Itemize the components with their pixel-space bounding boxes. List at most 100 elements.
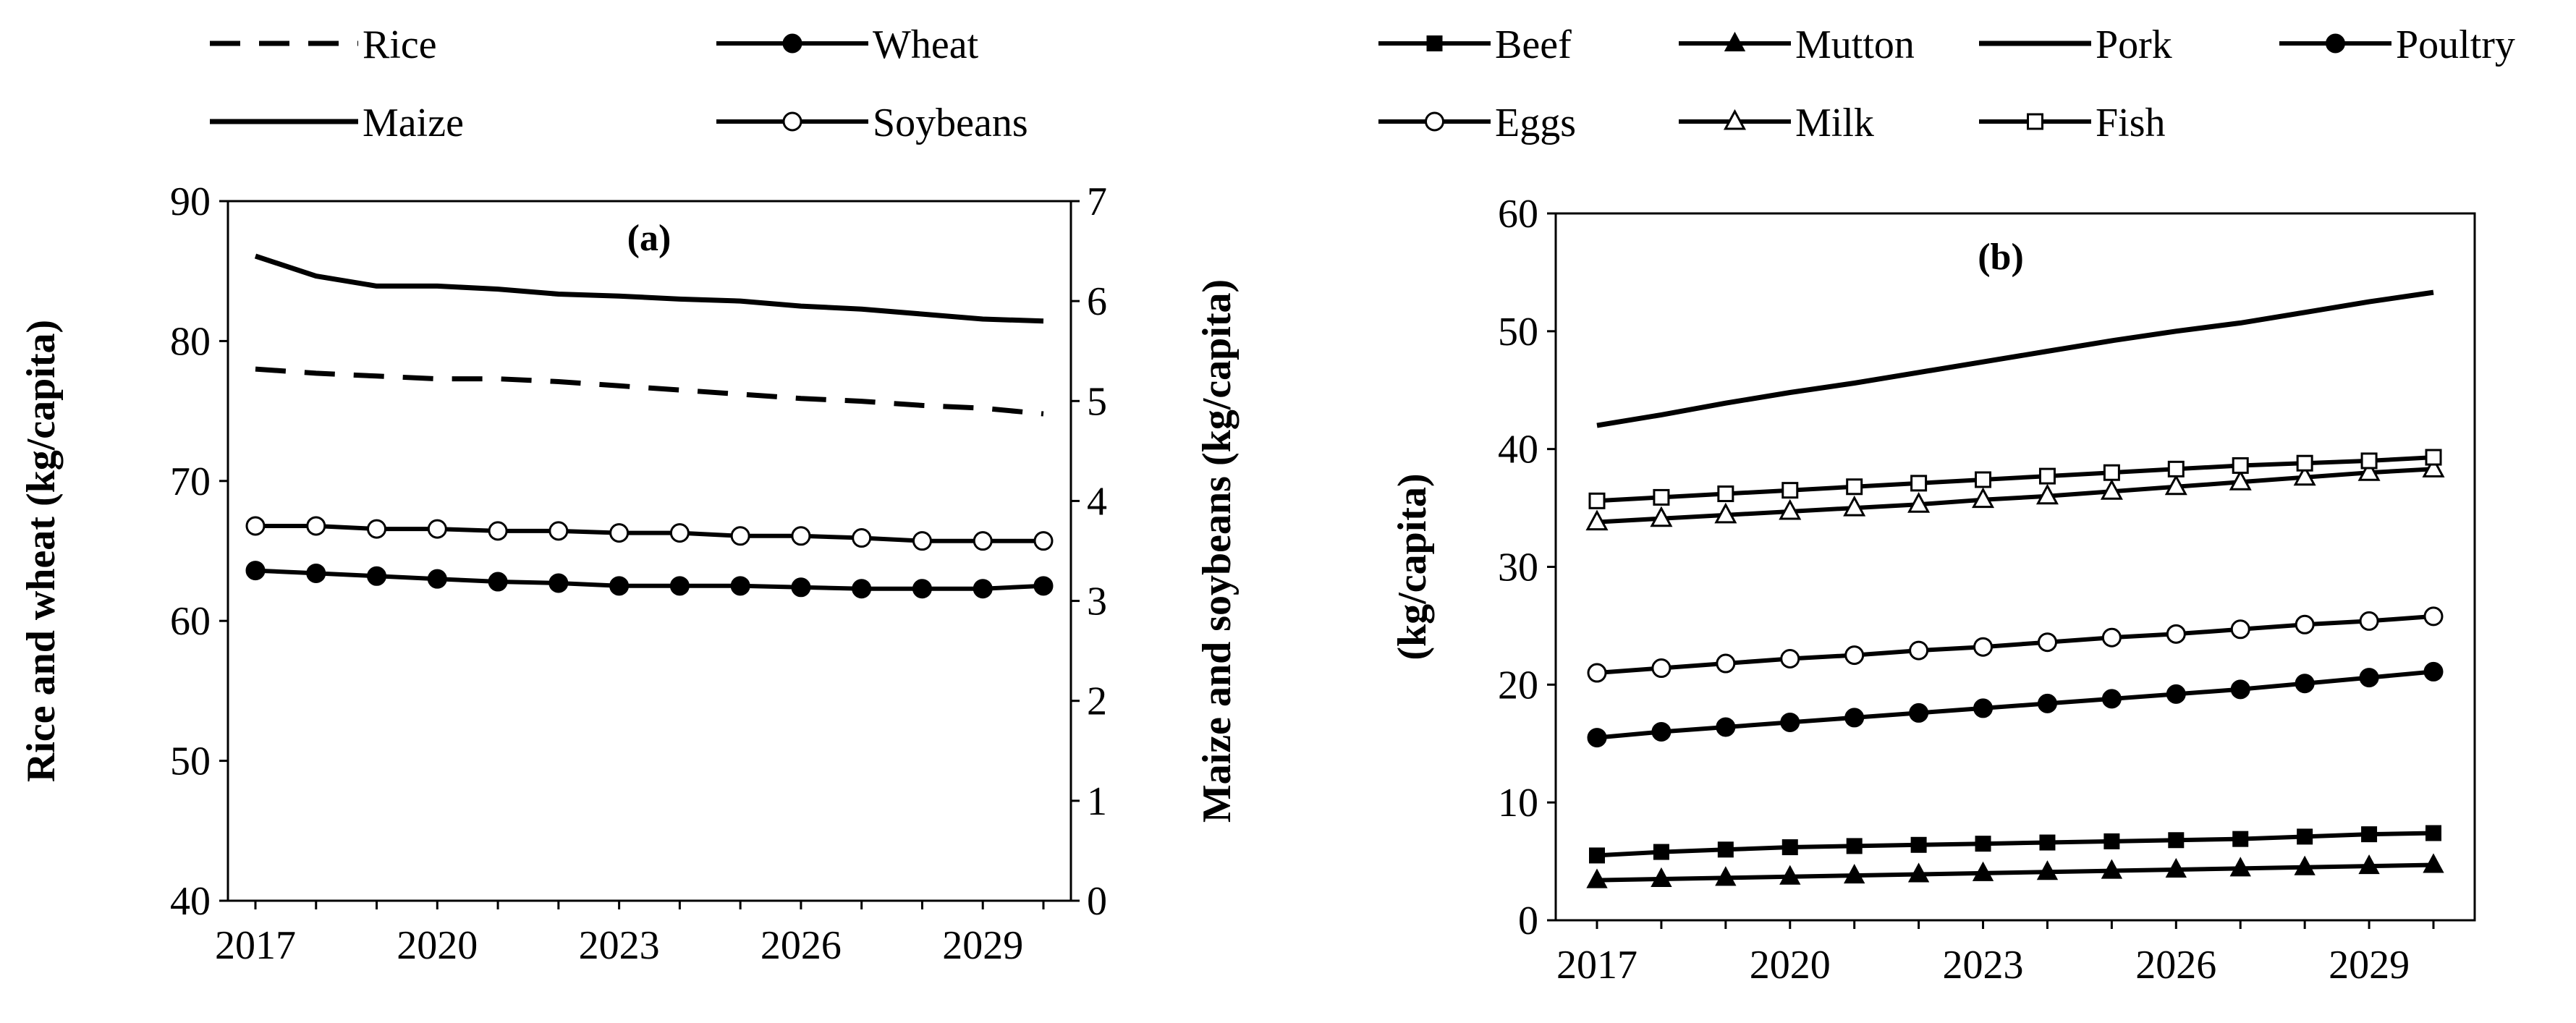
y-tick-label: 30 bbox=[1498, 546, 1538, 590]
legend-label-wheat: Wheat bbox=[873, 22, 979, 67]
data-point-wheat bbox=[852, 579, 872, 599]
data-point-eggs bbox=[1973, 637, 1994, 657]
data-point-wheat bbox=[973, 579, 993, 599]
data-point-fish bbox=[2360, 452, 2378, 470]
legend-marker-beef bbox=[1426, 35, 1443, 51]
data-point-beef bbox=[1781, 839, 1798, 856]
data-point-poultry bbox=[1844, 708, 1865, 728]
data-point-soybeans bbox=[609, 523, 630, 543]
data-point-eggs bbox=[1780, 649, 1800, 669]
series-beef bbox=[1589, 825, 2441, 864]
data-point-mutton bbox=[1907, 862, 1930, 883]
series-line-poultry bbox=[1596, 669, 2434, 740]
data-point-milk bbox=[2293, 464, 2316, 486]
legend-label-soybeans: Soybeans bbox=[873, 101, 1028, 145]
data-point-soybeans bbox=[791, 526, 811, 546]
y2-axis-label: Maize and soybeans (kg/capita) bbox=[1195, 279, 1240, 823]
plot-frame-b bbox=[1554, 212, 2476, 922]
legend-label-poultry: Poultry bbox=[2396, 22, 2515, 67]
data-point-milk bbox=[2100, 479, 2123, 500]
y2-tick-label: 6 bbox=[1087, 279, 1107, 324]
y2-tick-label: 0 bbox=[1087, 879, 1107, 924]
series-pork bbox=[1596, 289, 2434, 428]
legend-marker-poultry bbox=[2326, 33, 2345, 54]
x-tick-label: 2017 bbox=[215, 923, 296, 968]
data-point-mutton bbox=[1972, 861, 1994, 881]
data-point-fish bbox=[2038, 467, 2056, 485]
y-tick-label: 40 bbox=[170, 879, 211, 924]
data-point-fish bbox=[1910, 475, 1928, 492]
data-point-soybeans bbox=[367, 519, 387, 539]
data-point-beef bbox=[1717, 841, 1734, 858]
legend-label-maize: Maize bbox=[363, 101, 464, 145]
data-point-beef bbox=[2232, 831, 2249, 847]
data-point-beef bbox=[2039, 834, 2056, 851]
legend-label-mutton: Mutton bbox=[1795, 22, 1915, 67]
x-tick-label: 2023 bbox=[1943, 943, 2024, 988]
data-point-soybeans bbox=[245, 516, 266, 536]
data-point-eggs bbox=[1651, 658, 1672, 679]
data-point-eggs bbox=[2101, 627, 2122, 648]
legend-item-mutton: Mutton bbox=[1679, 22, 1915, 67]
data-point-wheat bbox=[730, 576, 750, 596]
data-point-fish bbox=[2232, 457, 2249, 474]
data-point-fish bbox=[1975, 471, 1992, 488]
legend-label-beef: Beef bbox=[1495, 22, 1572, 67]
data-point-poultry bbox=[1909, 702, 1929, 723]
y-tick-label: 90 bbox=[170, 179, 211, 224]
legend-marker-mutton bbox=[1724, 31, 1746, 51]
data-point-poultry bbox=[2359, 668, 2379, 688]
data-point-fish bbox=[1588, 492, 1606, 509]
y-tick-label: 70 bbox=[170, 459, 211, 504]
data-point-milk bbox=[2164, 474, 2187, 496]
data-point-poultry bbox=[2230, 679, 2250, 700]
data-point-mutton bbox=[2101, 859, 2123, 879]
data-point-beef bbox=[2297, 828, 2313, 845]
data-point-fish bbox=[1717, 485, 1734, 503]
legend-item-rice: Rice bbox=[210, 22, 437, 67]
legend-item-soybeans: Soybeans bbox=[716, 101, 1028, 145]
y2-tick-label: 2 bbox=[1087, 679, 1107, 724]
data-point-wheat bbox=[306, 563, 326, 583]
chart-a: 40 50 60 70 80 90 0 1 2 3 4 5 6 7 2017 2020 2023 2026 2029… bbox=[19, 179, 1240, 968]
data-point-milk bbox=[1714, 502, 1737, 524]
legend-marker-wheat bbox=[782, 33, 802, 54]
series-soybeans bbox=[245, 516, 1054, 551]
data-point-fish bbox=[2103, 464, 2120, 481]
y-tick-label: 50 bbox=[1498, 310, 1538, 355]
y-axis-label: (kg/capita) bbox=[1390, 473, 1435, 660]
data-point-wheat bbox=[488, 572, 508, 592]
data-point-milk bbox=[1907, 492, 1931, 513]
data-point-wheat bbox=[548, 573, 569, 593]
data-point-soybeans bbox=[306, 516, 326, 536]
y-tick-label: 50 bbox=[170, 739, 211, 784]
data-point-poultry bbox=[2037, 693, 2057, 713]
data-point-poultry bbox=[2423, 661, 2444, 682]
data-point-soybeans bbox=[427, 519, 447, 539]
legend-a: Rice Wheat Maize Soybeans bbox=[210, 22, 1028, 145]
x-tick-label: 2023 bbox=[579, 923, 660, 968]
panel-label: (a) bbox=[627, 218, 671, 259]
data-point-mutton bbox=[2294, 855, 2316, 875]
y-tick-label: 10 bbox=[1498, 781, 1538, 825]
data-point-mutton bbox=[1715, 866, 1737, 886]
data-point-soybeans bbox=[1033, 531, 1054, 551]
data-point-beef bbox=[1910, 836, 1927, 853]
y-axis-label: Rice and wheat (kg/capita) bbox=[19, 320, 64, 782]
series-line-mutton bbox=[1596, 862, 2434, 883]
data-point-fish bbox=[1781, 482, 1799, 499]
chart-b: 0 10 20 30 40 50 60 2017 2020 2023 2026 2029 (kg/cap… bbox=[1390, 192, 2476, 988]
data-point-beef bbox=[1846, 838, 1863, 854]
series-rice bbox=[255, 366, 1044, 417]
data-point-eggs bbox=[2037, 632, 2057, 653]
legend-marker-fish bbox=[2027, 113, 2043, 130]
panel-label: (b) bbox=[1978, 237, 2024, 278]
legend-item-fish: Fish bbox=[1979, 101, 2166, 145]
data-point-mutton bbox=[1651, 867, 1672, 888]
data-point-wheat bbox=[245, 561, 266, 581]
legend-item-pork: Pork bbox=[1979, 22, 2172, 67]
series-eggs bbox=[1587, 606, 2444, 683]
y-tick-label: 0 bbox=[1518, 899, 1538, 943]
data-point-beef bbox=[1589, 847, 1605, 864]
